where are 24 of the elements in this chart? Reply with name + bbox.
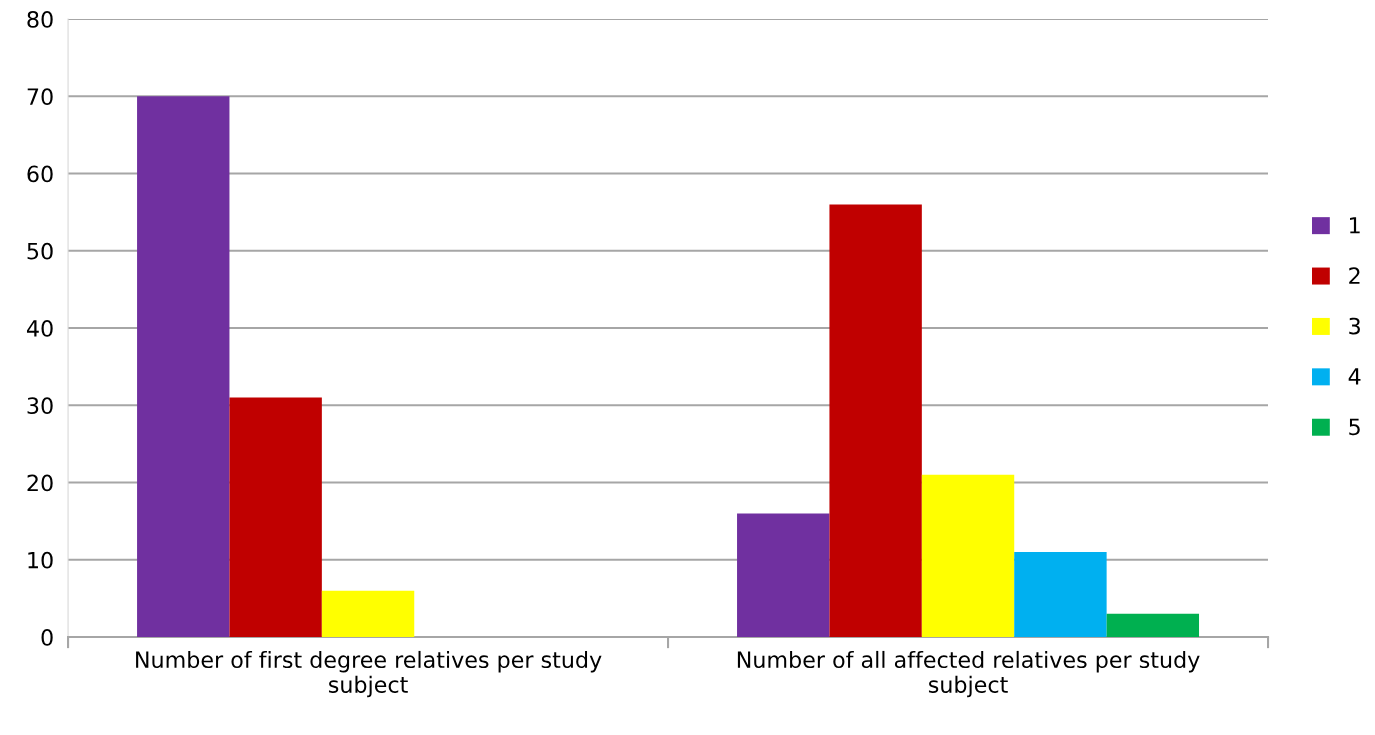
y-tick-label: 80 <box>27 10 53 28</box>
bar <box>737 513 830 638</box>
legend-label: 2 <box>1349 267 1360 284</box>
bar <box>1014 552 1107 638</box>
legend-label: 1 <box>1350 217 1360 234</box>
bar <box>921 474 1015 638</box>
bar <box>229 397 322 638</box>
x-tick-label: Number of first degree relatives per study subject <box>136 650 602 698</box>
bar <box>137 96 230 638</box>
y-tick-label: 40 <box>26 319 53 337</box>
legend-label: 5 <box>1349 418 1360 436</box>
bar <box>321 590 415 638</box>
y-tick-label: 20 <box>27 474 53 492</box>
bar <box>829 204 922 638</box>
y-tick-label: 0 <box>41 628 53 646</box>
y-tick-label: 60 <box>27 165 53 183</box>
legend-label: 4 <box>1348 368 1361 385</box>
y-tick-label: 50 <box>27 242 53 260</box>
legend-label: 3 <box>1349 317 1360 335</box>
x-tick-label: Number of all affected relatives per study subject <box>737 650 1200 698</box>
y-tick-label: 10 <box>28 551 53 569</box>
bar <box>1106 613 1200 638</box>
y-tick-label: 70 <box>27 88 53 106</box>
y-tick-label: 30 <box>27 397 53 415</box>
